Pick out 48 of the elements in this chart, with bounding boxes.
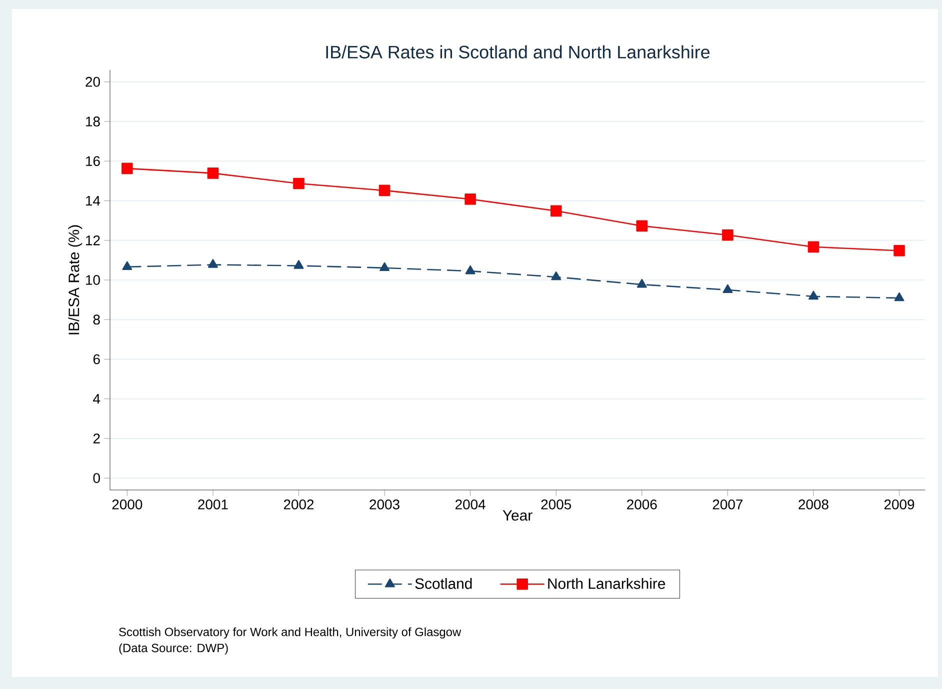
point	[208, 259, 218, 268]
point	[122, 261, 132, 270]
point	[380, 262, 390, 272]
point	[465, 265, 476, 274]
y-tick-label: 10	[86, 275, 100, 285]
point	[808, 241, 820, 253]
text: Scottish Observatory for Work and Health, University of Glasgow	[119, 627, 462, 639]
y-tick-label: 18	[86, 116, 100, 126]
x-tick-label: 2002	[284, 499, 314, 510]
y-tick-label: 6	[93, 354, 100, 364]
chart-title: IB/ESA Rates in Scotland and North Lanarkshire	[326, 45, 710, 58]
y-tick-label: 0	[93, 473, 100, 484]
point	[207, 168, 219, 179]
point	[894, 245, 905, 256]
y-tick-label: 8	[93, 314, 100, 325]
point	[894, 292, 904, 302]
point	[636, 278, 647, 288]
y-tick-label: 2	[93, 434, 100, 444]
text: (Data Source: DWP)	[119, 643, 228, 655]
x-axis-title: Year	[502, 510, 532, 521]
x-tick-label: 2008	[798, 499, 828, 510]
y-tick-label: 4	[93, 394, 100, 404]
x-tick-label: 2001	[198, 499, 228, 510]
point	[122, 162, 133, 174]
legend-label: North Lanarkshire	[548, 578, 666, 589]
x-tick-label: 2006	[627, 499, 657, 510]
y-tick-label: 14	[86, 196, 100, 206]
y-axis-title: IB/ESA Rate (%)	[68, 225, 82, 334]
point	[464, 194, 476, 205]
y-tick-label: 12	[86, 235, 100, 246]
point	[722, 284, 733, 294]
y-tick-label: 16	[86, 156, 100, 166]
point	[636, 220, 648, 232]
x-tick-label: 2000	[112, 499, 142, 510]
point	[808, 290, 818, 300]
point	[378, 184, 390, 196]
y-tick-label: 20	[86, 76, 100, 87]
x-tick-label: 2004	[456, 499, 486, 510]
x-tick-label: 2007	[712, 499, 742, 510]
point	[293, 178, 304, 190]
point	[551, 271, 562, 280]
point	[294, 260, 304, 269]
point	[722, 229, 734, 241]
x-tick-label: 2003	[370, 499, 400, 510]
x-tick-label: 2009	[884, 499, 914, 510]
point	[550, 205, 562, 216]
x-tick-label: 2005	[541, 499, 572, 510]
legend-label: Scotland	[415, 578, 472, 589]
